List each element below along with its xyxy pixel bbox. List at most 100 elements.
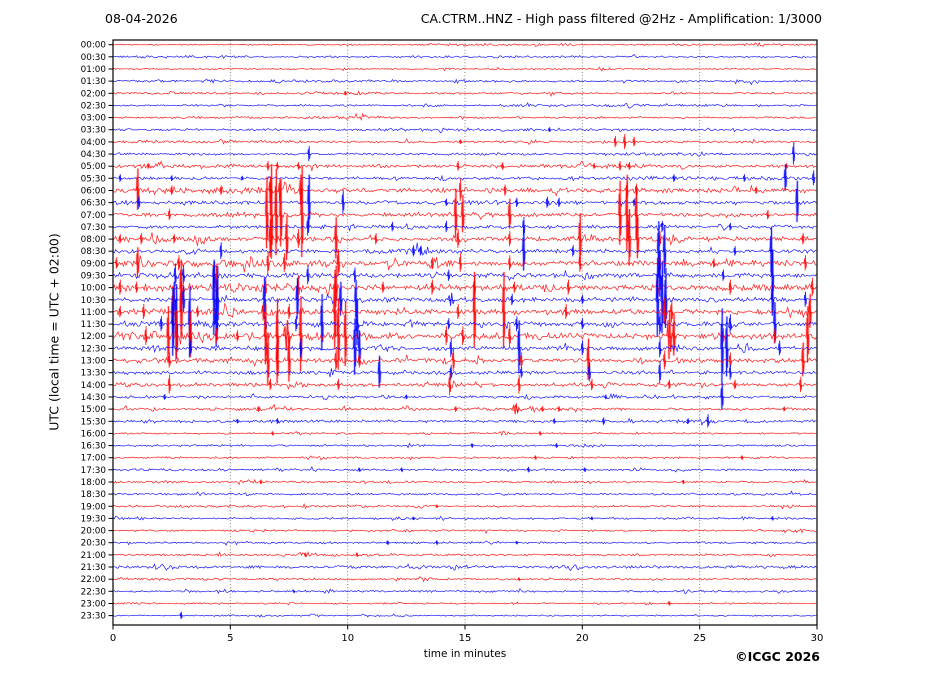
spike [681, 479, 685, 485]
x-tick-label: 30 [811, 633, 824, 644]
trace-row-21:00 [112, 551, 817, 558]
trace-noise [112, 138, 817, 145]
spike [411, 245, 416, 257]
spike [706, 414, 710, 428]
y-tick-label: 09:00 [81, 259, 107, 269]
spike [508, 255, 512, 271]
y-tick-label: 07:00 [81, 211, 107, 221]
spike [444, 198, 448, 207]
x-axis-label: time in minutes [423, 648, 507, 660]
spike [728, 279, 732, 295]
spike [265, 176, 269, 249]
spike [411, 516, 415, 521]
spike [666, 310, 673, 360]
trace-noise [112, 160, 817, 172]
spike [578, 213, 582, 262]
trace-row-07:30 [112, 216, 817, 236]
spike [806, 306, 810, 363]
spike [219, 185, 223, 195]
spike [353, 267, 357, 283]
y-tick-label: 21:30 [81, 563, 107, 573]
trace-row-12:30 [112, 308, 817, 384]
spike [173, 263, 177, 287]
spike [118, 305, 122, 318]
trace-row-19:30 [112, 515, 817, 522]
y-tick-label: 02:00 [81, 89, 107, 99]
y-tick-label: 19:00 [81, 502, 107, 512]
plot-border [112, 39, 818, 626]
trace-row-17:00 [112, 454, 817, 461]
spike [632, 198, 636, 207]
spike [299, 296, 303, 372]
spike [618, 161, 622, 171]
trace-noise [112, 112, 817, 121]
spike [540, 406, 545, 412]
spike [118, 234, 122, 244]
spike [808, 293, 812, 328]
spike [803, 291, 807, 307]
trace-row-04:00 [112, 133, 817, 149]
trace-row-14:00 [112, 372, 817, 396]
spike [733, 246, 737, 256]
trace-row-01:30 [112, 78, 817, 86]
spike [262, 277, 267, 320]
spike [627, 209, 631, 266]
spike [334, 348, 338, 372]
spike [604, 394, 608, 400]
trace-noise [112, 66, 817, 72]
spike [515, 316, 519, 332]
trace-noise [112, 150, 817, 157]
spike [444, 220, 448, 233]
spike [635, 217, 640, 259]
trace-row-13:30 [112, 355, 817, 388]
spike [669, 299, 674, 323]
trace-row-19:00 [112, 503, 817, 510]
trace-noise [112, 540, 817, 546]
trace-noise [112, 442, 817, 449]
trace-row-23:30 [112, 611, 817, 620]
trace-row-20:30 [112, 539, 817, 546]
spike [461, 326, 465, 346]
spike [418, 246, 423, 256]
trace-row-18:30 [112, 490, 817, 497]
trace-row-08:00 [112, 209, 817, 266]
y-tick-label: 03:30 [81, 126, 107, 136]
y-tick-label: 23:30 [81, 612, 107, 622]
spike [282, 253, 286, 273]
spike [307, 174, 311, 228]
trace-noise [112, 490, 817, 497]
trace-noise [112, 342, 817, 354]
spike [374, 233, 378, 245]
spike [627, 162, 631, 170]
spike [517, 374, 521, 394]
spike [287, 303, 291, 320]
spike [306, 265, 310, 285]
trace-noise [112, 199, 817, 208]
spike [503, 184, 507, 196]
spike [355, 300, 359, 346]
spike [336, 298, 340, 370]
spike [171, 288, 175, 356]
spike [590, 516, 594, 521]
spike [583, 466, 587, 473]
spike [740, 454, 744, 461]
y-tick-label: 18:30 [81, 490, 107, 500]
trace-noise [112, 515, 817, 522]
y-tick-label: 19:30 [81, 514, 107, 524]
spike [725, 316, 729, 377]
spike [219, 242, 223, 260]
spike [580, 340, 584, 356]
trace-row-05:30 [112, 164, 817, 191]
y-tick-label: 12:30 [81, 344, 107, 354]
trace-noise [112, 330, 817, 345]
trace-noise [112, 613, 817, 618]
y-tick-label: 23:00 [81, 600, 107, 610]
trace-row-13:00 [112, 332, 817, 386]
y-tick-label: 01:00 [81, 65, 107, 75]
y-tick-label: 13:30 [81, 369, 107, 379]
spike [274, 168, 278, 256]
copyright-credit: ©ICGC 2026 [735, 649, 820, 664]
y-tick-label: 17:30 [81, 466, 107, 476]
spike [167, 374, 171, 394]
spike [592, 163, 596, 169]
